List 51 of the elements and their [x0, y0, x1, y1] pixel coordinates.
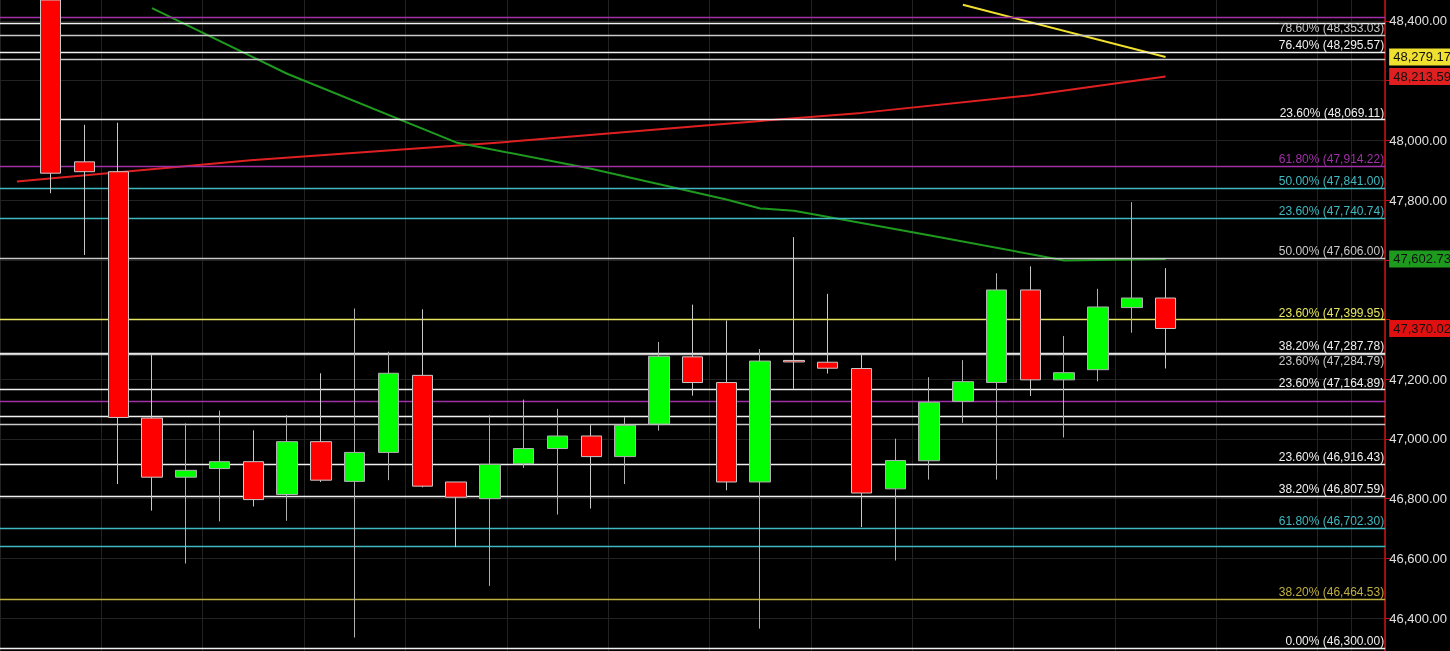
- ref-line-label: 50.00% (47,841.00): [1278, 173, 1385, 188]
- candlestick: [749, 348, 771, 630]
- candlestick: [243, 429, 264, 507]
- candlestick: [344, 307, 365, 639]
- candlestick: [74, 124, 95, 256]
- ref-line-label: 23.60% (47,284.79): [1278, 353, 1385, 368]
- line-series: [15, 75, 1167, 183]
- y-tick-label: 47,000.00: [1389, 431, 1448, 447]
- ref-line-label: 76.40% (48,295.57): [1278, 38, 1385, 53]
- candlestick: [445, 481, 467, 548]
- candlestick: [513, 399, 534, 469]
- candlestick: [918, 376, 940, 481]
- ref-line-label: 38.20% (47,287.78): [1278, 339, 1385, 354]
- ref-line-label: 38.20% (46,464.53): [1278, 584, 1385, 599]
- ref-line-label: 23.60% (47,399.95): [1278, 305, 1385, 320]
- candlestick: [547, 408, 568, 516]
- ref-line-label: 50.00% (47,606.00): [1278, 244, 1385, 259]
- y-tick-label: 47,800.00: [1389, 192, 1448, 208]
- candlestick: [175, 422, 197, 564]
- candlestick: [648, 341, 670, 432]
- y-tick-label: 48,000.00: [1389, 132, 1448, 148]
- candlestick: [614, 416, 636, 485]
- candlestick: [952, 359, 974, 424]
- candlestick: [1053, 335, 1075, 438]
- candlestick: [276, 414, 298, 522]
- candlestick: [378, 351, 399, 481]
- text: 48,279.17: [1393, 49, 1450, 65]
- ref-line-label: 23.60% (46,916.43): [1278, 449, 1385, 464]
- text: 48,213.59: [1393, 69, 1450, 85]
- ref-line-label: 23.60% (48,069.11): [1279, 105, 1385, 120]
- candlestick: [1121, 201, 1143, 334]
- candlestick: [986, 272, 1007, 481]
- ref-line-label: 23.60% (47,740.74): [1278, 203, 1385, 218]
- y-tick-label: 46,600.00: [1389, 550, 1448, 566]
- ref-line-label: 61.80% (46,702.30): [1278, 513, 1385, 528]
- y-tick-label: 47,200.00: [1389, 371, 1448, 387]
- candlestick: [885, 438, 906, 562]
- line-series: [151, 7, 1167, 262]
- candlestick: [1087, 288, 1109, 382]
- ref-line-label: 23.60% (47,164.89): [1278, 375, 1385, 390]
- candlestick: [479, 414, 501, 587]
- ref-line-label: 61.80% (47,914.22): [1278, 151, 1385, 166]
- ref-line-label: 0.00% (46,300.00): [1285, 634, 1385, 649]
- candlestick: [209, 410, 230, 522]
- y-tick-label: 46,400.00: [1389, 610, 1448, 626]
- y-tick-label: 48,400.00: [1389, 13, 1448, 29]
- text: 47,370.02: [1393, 320, 1450, 336]
- y-tick-label: 46,800.00: [1389, 491, 1448, 507]
- ref-line-label: 38.20% (46,807.59): [1278, 482, 1385, 497]
- ref-line-label: 78.60% (48,353.03): [1278, 20, 1385, 35]
- text: 47,602.73: [1393, 251, 1450, 267]
